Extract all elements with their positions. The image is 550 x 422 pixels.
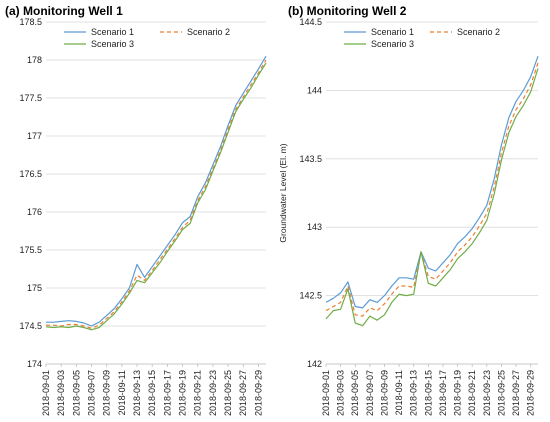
x-tick-label-well-1: 2018-09-23 [208, 370, 218, 416]
legend-label-scenario-3-well-2: Scenario 3 [371, 39, 414, 49]
legend-label-scenario-2-well-1: Scenario 2 [187, 27, 230, 37]
x-tick-label-well-2: 2018-09-23 [482, 370, 492, 416]
x-tick-label-well-2: 2018-09-25 [496, 370, 506, 416]
x-tick-label-well-2: 2018-09-29 [526, 370, 536, 416]
x-tick-label-well-1: 2018-09-11 [117, 370, 127, 415]
panel-monitoring-well-1: (a) Monitoring Well 1 174 174.5 175 175.5 176… [5, 4, 267, 416]
y-tick-label-well-1: 177 [27, 131, 42, 141]
y-tick-label-well-1: 176.5 [19, 169, 42, 179]
legend-label-scenario-2-well-2: Scenario 2 [457, 27, 500, 37]
x-tick-label-well-1: 2018-09-15 [147, 370, 157, 416]
x-tick-label-well-1: 2018-09-05 [71, 370, 81, 416]
x-tick-label-well-1: 2018-09-19 [178, 370, 188, 416]
y-axis-label-well-2: Groundwater Level (El. m) [278, 143, 288, 242]
legend-label-scenario-3-well-1: Scenario 3 [91, 39, 134, 49]
x-tick-label-well-1: 2018-09-27 [238, 370, 248, 416]
y-tick-label-well-1: 177.5 [19, 93, 42, 103]
x-tick-label-well-1: 2018-09-01 [41, 370, 51, 416]
y-tick-label-well-1: 176 [27, 207, 42, 217]
y-tick-label-well-2: 142.5 [299, 291, 322, 301]
x-tick-label-well-1: 2018-09-07 [87, 370, 97, 416]
x-tick-label-well-1: 2018-09-17 [162, 370, 172, 416]
x-tick-label-well-2: 2018-09-27 [511, 370, 521, 416]
x-tick-label-well-2: 2018-09-11 [394, 370, 404, 415]
x-tick-label-well-2: 2018-09-01 [321, 370, 331, 416]
y-tick-label-well-1: 174.5 [19, 321, 42, 331]
x-tick-label-well-2: 2018-09-09 [379, 370, 389, 416]
series-line-scenario-2-well-1 [46, 59, 267, 329]
x-tick-label-well-1: 2018-09-25 [223, 370, 233, 416]
y-tick-label-well-1: 175.5 [19, 245, 42, 255]
x-tick-label-well-2: 2018-09-05 [350, 370, 360, 416]
panel-monitoring-well-2: (b) Monitoring Well 2 142 142.5 143 143.5 144… [278, 4, 539, 416]
x-tick-label-well-1: 2018-09-03 [56, 370, 66, 416]
x-tick-label-well-2: 2018-09-07 [365, 370, 375, 416]
y-tick-label-well-1: 178 [27, 55, 42, 65]
x-tick-label-well-1: 2018-09-13 [132, 370, 142, 416]
y-tick-label-well-2: 142 [307, 359, 322, 369]
chart-title-well-2: (b) Monitoring Well 2 [288, 4, 407, 18]
y-tick-label-well-1: 175 [27, 283, 42, 293]
x-tick-label-well-1: 2018-09-29 [253, 370, 263, 416]
series-line-scenario-3-well-1 [45, 62, 267, 331]
x-tick-label-well-2: 2018-09-19 [453, 370, 463, 416]
y-tick-label-well-1: 178.5 [19, 17, 42, 27]
x-tick-label-well-2: 2018-09-13 [409, 370, 419, 416]
series-line-scenario-1-well-2 [325, 55, 539, 309]
y-tick-label-well-1: 174 [27, 359, 42, 369]
x-tick-label-well-2: 2018-09-15 [423, 370, 433, 416]
x-tick-label-well-1: 2018-09-21 [193, 370, 203, 416]
y-tick-label-well-2: 144 [307, 85, 322, 95]
series-line-scenario-2-well-2 [325, 62, 539, 317]
legend-label-scenario-1-well-2: Scenario 1 [371, 27, 414, 37]
y-tick-label-well-2: 144.5 [299, 17, 322, 27]
x-tick-label-well-1: 2018-09-09 [102, 370, 112, 416]
legend-label-scenario-1-well-1: Scenario 1 [91, 27, 134, 37]
x-tick-label-well-2: 2018-09-17 [438, 370, 448, 416]
chart-title-well-1: (a) Monitoring Well 1 [5, 4, 123, 18]
x-tick-label-well-2: 2018-09-21 [467, 370, 477, 416]
x-tick-label-well-2: 2018-09-03 [336, 370, 346, 416]
y-tick-label-well-2: 143 [307, 222, 322, 232]
y-tick-label-well-2: 143.5 [299, 154, 322, 164]
series-line-scenario-1-well-1 [46, 55, 267, 327]
series-line-scenario-3-well-2 [325, 68, 539, 327]
